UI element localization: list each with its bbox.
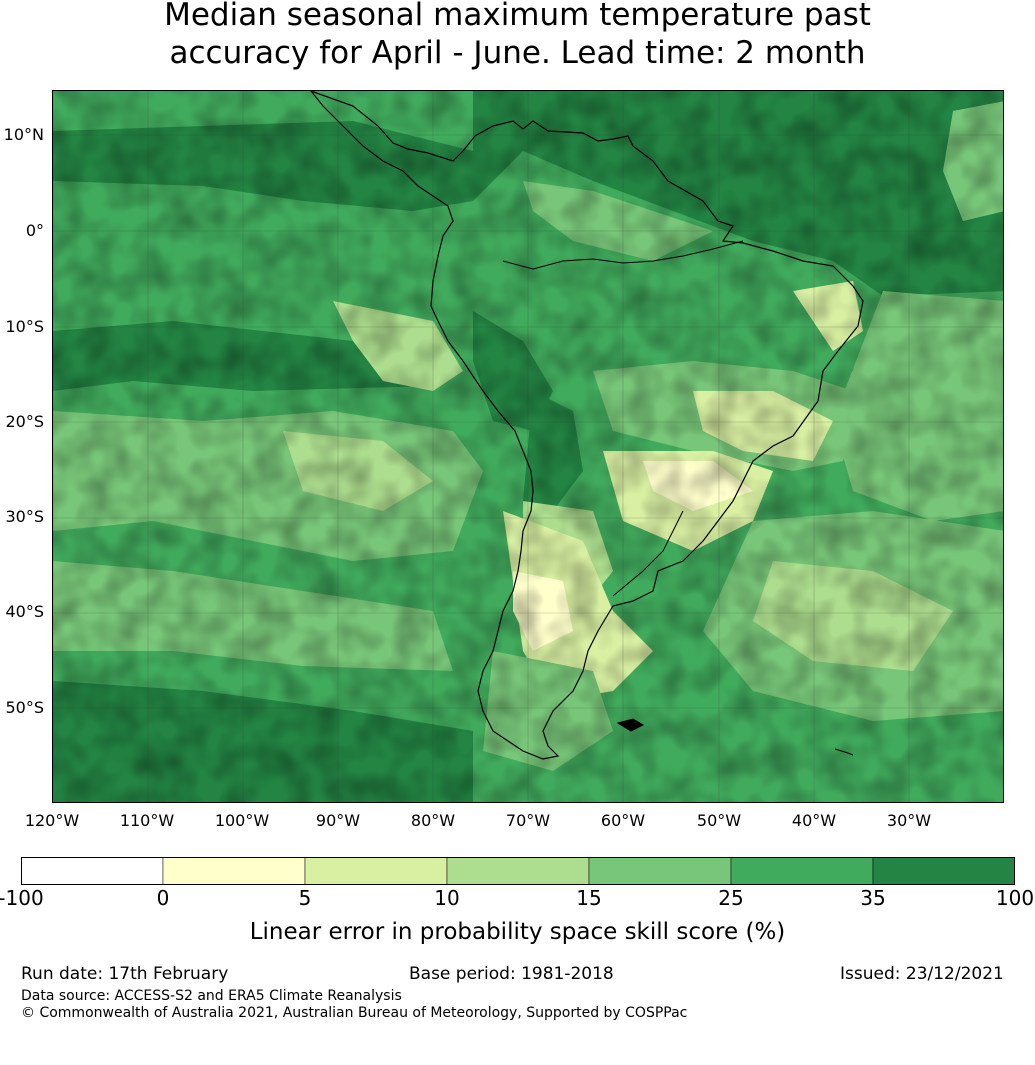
colorbar-bin: [730, 857, 874, 885]
falkland-islands: [616, 718, 645, 732]
lat-label-20s: 20°S: [5, 412, 44, 431]
lon-label-120w: 120°W: [24, 811, 80, 830]
lon-label-90w: 90°W: [315, 811, 361, 830]
colorbar-label: Linear error in probability space skill …: [249, 919, 786, 945]
lat-label-0: 0°: [25, 221, 44, 240]
lon-label-40w: 40°W: [791, 811, 837, 830]
run-date: Run date: 17th February: [21, 964, 229, 984]
colorbar: [21, 857, 1015, 885]
data-source: Data source: ACCESS-S2 and ERA5 Climate …: [21, 988, 402, 1004]
graticule: [53, 91, 1003, 802]
lon-label-30w: 30°W: [886, 811, 932, 830]
issued-date: Issued: 23/12/2021: [840, 964, 1004, 984]
colorbar-bin: [588, 857, 732, 885]
south-america-coastline: [310, 91, 864, 760]
colorbar-tick-label: 100: [995, 886, 1035, 910]
lon-label-60w: 60°W: [600, 811, 646, 830]
skill-texture: [53, 91, 1003, 802]
colorbar-tick-label: 10: [434, 886, 460, 910]
lon-label-50w: 50°W: [696, 811, 742, 830]
lat-label-40s: 40°S: [5, 602, 44, 621]
map-title: Median seasonal maximum temperature past…: [0, 0, 1035, 72]
colorbar-bin: [21, 857, 164, 885]
colorbar-bin: [162, 857, 306, 885]
lon-label-110w: 110°W: [119, 811, 175, 830]
colorbar-tick-label: 0: [156, 886, 170, 910]
rio-de-la-plata: [612, 510, 684, 597]
lat-label-30s: 30°S: [5, 507, 44, 526]
lat-label-10s: 10°S: [5, 317, 44, 336]
lat-label-50s: 50°S: [5, 698, 44, 717]
colorbar-tick-label: 25: [718, 886, 744, 910]
lat-label-10n: 10°N: [3, 125, 44, 144]
colorbar-tick-label: 15: [576, 886, 602, 910]
map-canvas: [53, 91, 1003, 802]
colorbar-bin: [304, 857, 448, 885]
colorbar-tick-label: 35: [860, 886, 886, 910]
colorbar-tick-label: 5: [298, 886, 312, 910]
colorbar-bin: [446, 857, 590, 885]
skill-score-map: [52, 90, 1004, 803]
lon-label-70w: 70°W: [505, 811, 551, 830]
base-period: Base period: 1981-2018: [409, 964, 614, 984]
title-line-1: Median seasonal maximum temperature past: [164, 0, 871, 33]
title-line-2: accuracy for April - June. Lead time: 2 …: [169, 35, 866, 71]
colorbar-bin: [872, 857, 1015, 885]
copyright: © Commonwealth of Australia 2021, Austra…: [21, 1005, 688, 1021]
colorbar-tick-label: -100: [0, 886, 44, 910]
amazon-river: [502, 240, 744, 270]
lon-label-80w: 80°W: [410, 811, 456, 830]
lon-label-100w: 100°W: [214, 811, 270, 830]
south-georgia: [834, 748, 854, 756]
